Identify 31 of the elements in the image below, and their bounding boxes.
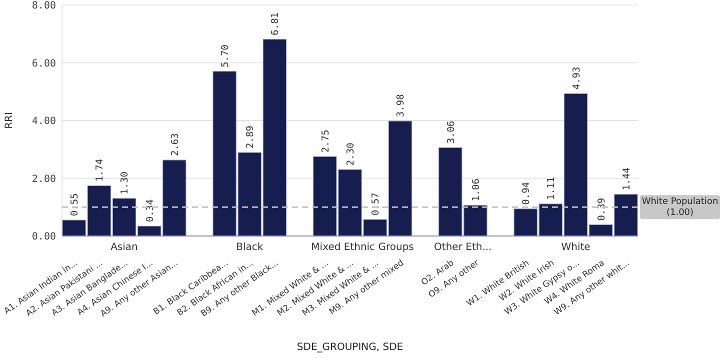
- text: Other Eth...: [434, 242, 492, 253]
- data-label: 1.74: [94, 158, 106, 182]
- data-label: 0.55: [70, 193, 81, 216]
- x-axis-title: SDE_GROUPING, SDE: [296, 342, 404, 353]
- data-label: 6.81: [270, 12, 282, 36]
- text: Asian: [110, 242, 138, 253]
- data-label: 0.94: [521, 182, 532, 205]
- y-tick-label: 0.00: [32, 232, 56, 242]
- data-label: 3.98: [396, 94, 407, 118]
- data-label: 4.93: [571, 66, 582, 90]
- y-axis-title: RRI: [4, 112, 15, 129]
- data-label: 3.06: [446, 120, 457, 144]
- text: White: [561, 242, 590, 253]
- data-label: 1.44: [621, 167, 632, 190]
- y-tick-label: 4.00: [32, 116, 56, 127]
- data-label: 1.30: [120, 171, 131, 194]
- text: Black: [236, 242, 264, 253]
- y-tick-label: 2.00: [32, 174, 56, 185]
- data-label: 2.89: [245, 125, 256, 149]
- y-tick-label: 8.00: [32, 0, 56, 12]
- text: Mixed Ethnic Groups: [311, 242, 414, 253]
- data-label: 2.30: [346, 142, 356, 166]
- data-label: 2.63: [170, 133, 181, 156]
- data-label: 0.39: [596, 198, 608, 221]
- data-label: 5.70: [220, 44, 232, 68]
- y-tick-label: 6.00: [32, 58, 56, 70]
- data-label: 0.57: [370, 192, 382, 216]
- data-label: 1.11: [546, 176, 558, 200]
- data-label: 1.06: [470, 178, 482, 202]
- data-label: 2.75: [320, 130, 332, 153]
- ref-line-label: White Population (1.00): [642, 197, 718, 218]
